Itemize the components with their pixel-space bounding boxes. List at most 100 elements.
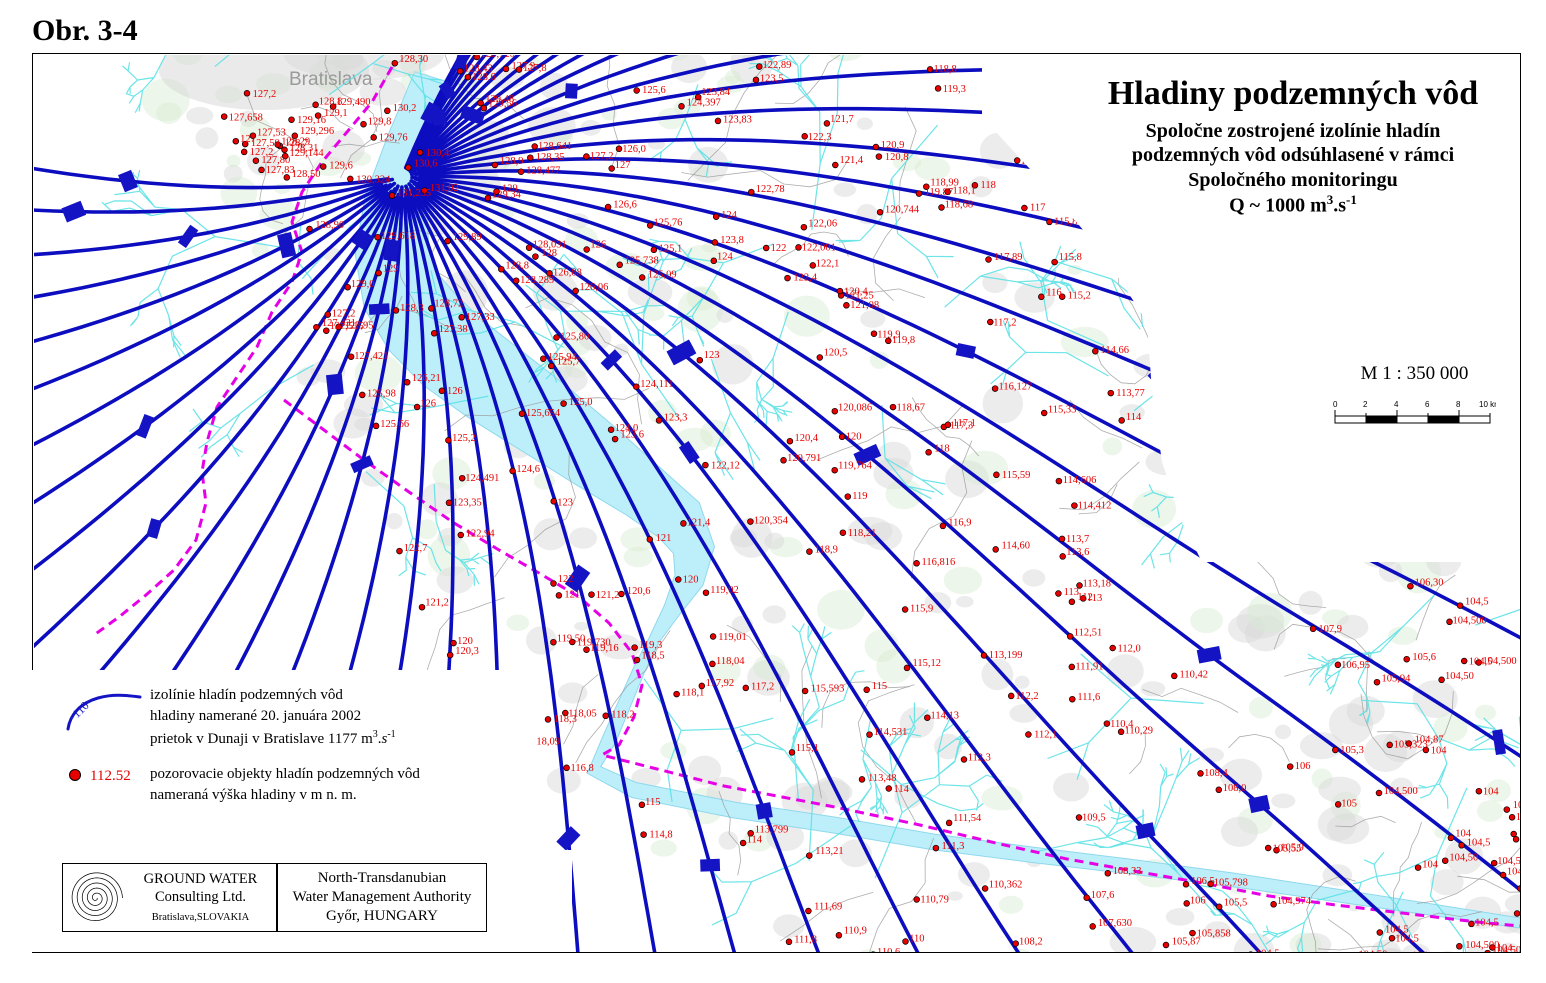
svg-text:125,80: 125,80 (560, 331, 589, 342)
svg-text:120,5: 120,5 (823, 347, 847, 358)
svg-text:127,2: 127,2 (589, 151, 613, 162)
svg-text:121,08: 121,08 (850, 299, 879, 310)
svg-text:113,21: 113,21 (815, 846, 844, 857)
svg-text:114,412: 114,412 (1077, 500, 1111, 511)
svg-text:105,9: 105,9 (1280, 842, 1304, 853)
svg-text:128,3: 128,3 (400, 302, 424, 313)
svg-text:122,12: 122,12 (711, 460, 740, 471)
svg-text:111,3: 111,3 (941, 841, 964, 852)
svg-text:125,09: 125,09 (647, 269, 676, 280)
svg-text:114: 114 (1125, 412, 1141, 423)
svg-text:126: 126 (420, 398, 436, 409)
svg-text:122,4: 122,4 (793, 272, 817, 283)
svg-text:121: 121 (655, 533, 671, 544)
svg-text:128,50: 128,50 (291, 169, 320, 180)
svg-text:128,720: 128,720 (480, 55, 514, 60)
svg-text:10 km: 10 km (1479, 400, 1496, 409)
svg-text:129,8: 129,8 (367, 116, 391, 127)
svg-text:104: 104 (1482, 786, 1499, 797)
svg-text:111,6: 111,6 (1077, 691, 1100, 702)
svg-text:125,738: 125,738 (624, 255, 658, 266)
svg-text:124: 124 (717, 251, 734, 262)
svg-text:127,2: 127,2 (249, 147, 273, 158)
svg-text:118,67: 118,67 (896, 402, 925, 413)
svg-text:119: 119 (852, 491, 867, 502)
svg-text:106,30: 106,30 (1414, 577, 1443, 588)
svg-text:122: 122 (770, 242, 786, 253)
svg-text:124: 124 (721, 210, 738, 221)
svg-text:113,48: 113,48 (868, 772, 897, 783)
svg-text:119,3: 119,3 (942, 83, 965, 94)
svg-text:123,35: 123,35 (452, 497, 481, 508)
svg-text:105,94: 105,94 (1381, 673, 1411, 684)
svg-text:120,086: 120,086 (838, 402, 872, 413)
svg-text:127,2: 127,2 (252, 88, 276, 99)
svg-text:114,60: 114,60 (1001, 540, 1030, 551)
svg-text:129,89: 129,89 (452, 232, 481, 243)
svg-text:125,66: 125,66 (380, 419, 409, 430)
svg-text:120,9: 120,9 (880, 139, 904, 150)
svg-text:131,02: 131,02 (429, 183, 458, 194)
svg-text:125,7: 125,7 (556, 356, 580, 367)
svg-text:120,3: 120,3 (455, 646, 479, 657)
svg-text:128: 128 (541, 248, 557, 259)
svg-text:104: 104 (1455, 828, 1472, 839)
svg-text:119,87: 119,87 (924, 187, 953, 198)
svg-text:127,8: 127,8 (523, 63, 547, 74)
svg-text:121,2: 121,2 (425, 597, 449, 608)
svg-text:0: 0 (1333, 400, 1338, 409)
svg-text:126,21: 126,21 (411, 372, 440, 383)
svg-text:122,3: 122,3 (807, 132, 831, 143)
svg-text:106: 106 (1294, 761, 1310, 772)
svg-text:112,51: 112,51 (1073, 627, 1102, 638)
svg-text:119,764: 119,764 (838, 460, 872, 471)
svg-text:8: 8 (1456, 400, 1461, 409)
svg-text:115,12: 115,12 (912, 658, 941, 669)
svg-text:123,8: 123,8 (720, 235, 744, 246)
svg-text:128,289: 128,289 (520, 275, 554, 286)
svg-text:107,6: 107,6 (1090, 890, 1114, 901)
svg-text:128,9: 128,9 (499, 156, 523, 167)
svg-text:4: 4 (1394, 400, 1399, 409)
svg-text:105,5: 105,5 (1223, 897, 1247, 908)
svg-text:118,1: 118,1 (681, 687, 704, 698)
svg-text:118,21: 118,21 (847, 528, 876, 539)
svg-text:125,654: 125,654 (526, 407, 561, 418)
svg-text:128,8: 128,8 (505, 260, 529, 271)
svg-text:121,7: 121,7 (830, 114, 854, 125)
svg-text:104,50: 104,50 (1492, 945, 1520, 952)
svg-text:104,974: 104,974 (1276, 896, 1311, 907)
svg-text:124,0: 124,0 (614, 423, 638, 434)
svg-text:124,6: 124,6 (516, 464, 540, 475)
svg-text:122,89: 122,89 (762, 59, 791, 70)
svg-text:120,744: 120,744 (885, 204, 920, 215)
svg-text:120: 120 (845, 431, 861, 442)
svg-text:127,38: 127,38 (438, 324, 467, 335)
svg-text:120,354: 120,354 (753, 515, 788, 526)
svg-text:129: 129 (382, 263, 398, 274)
svg-text:106: 106 (1189, 895, 1205, 906)
svg-text:104,50: 104,50 (1497, 856, 1520, 867)
svg-text:114: 114 (746, 834, 762, 845)
svg-text:109,5: 109,5 (1082, 812, 1106, 823)
svg-text:127,658: 127,658 (228, 112, 262, 123)
svg-text:126: 126 (590, 239, 606, 250)
svg-text:125,98: 125,98 (367, 388, 396, 399)
svg-text:112: 112 (1077, 592, 1092, 603)
svg-text:104,5: 104,5 (1255, 948, 1279, 952)
svg-text:122,1: 122,1 (815, 258, 839, 269)
svg-text:125,2: 125,2 (452, 432, 476, 443)
svg-text:122: 122 (557, 574, 573, 585)
svg-text:120,4: 120,4 (794, 432, 818, 443)
svg-text:118: 118 (980, 179, 995, 190)
svg-text:113,77: 113,77 (1116, 388, 1145, 399)
svg-text:104,5: 104,5 (1395, 933, 1419, 944)
svg-text:129,34: 129,34 (492, 189, 522, 200)
svg-text:106,5: 106,5 (1191, 875, 1215, 886)
svg-text:120,8: 120,8 (884, 151, 908, 162)
svg-text:128,43: 128,43 (463, 63, 492, 74)
svg-text:125,1: 125,1 (658, 243, 682, 254)
svg-text:122,001: 122,001 (801, 242, 835, 253)
svg-text:110,362: 110,362 (988, 879, 1022, 890)
svg-text:119,16: 119,16 (590, 642, 619, 653)
